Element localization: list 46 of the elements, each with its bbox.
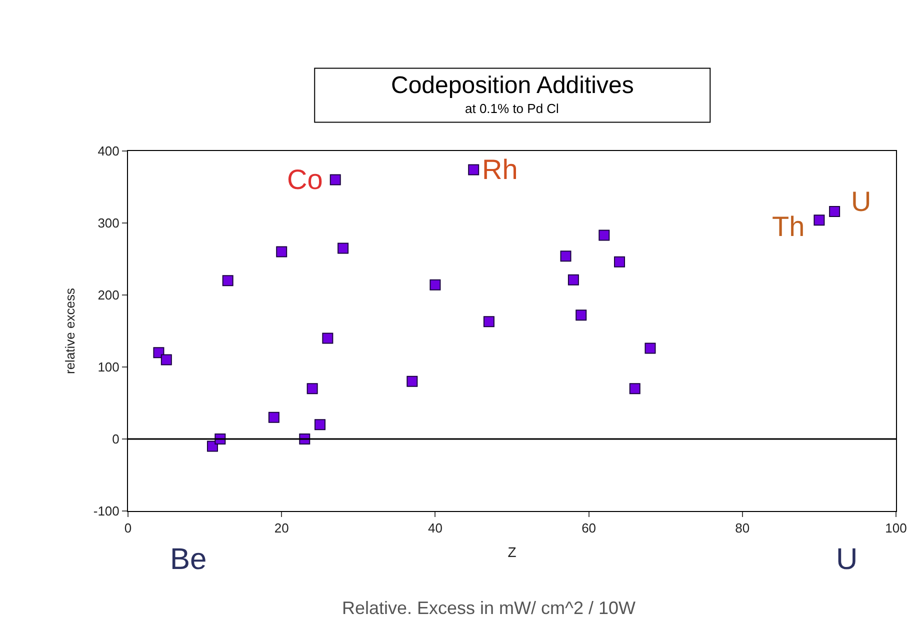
y-tick-label: -100 (93, 504, 120, 519)
point (568, 274, 579, 286)
point (644, 342, 656, 354)
point (153, 347, 164, 358)
point (306, 383, 318, 394)
point (560, 250, 572, 262)
x-tick-label: 100 (885, 520, 907, 536)
x-axis-title: Z (508, 544, 517, 560)
point (268, 412, 280, 423)
point (160, 354, 172, 366)
y-tick-label: 200 (98, 288, 120, 303)
chart-subtitle: at 0.1% to Pd Cl (465, 101, 560, 116)
point (222, 275, 234, 286)
x-tick-label: 60 (582, 520, 596, 536)
x-tick-label: 20 (274, 520, 289, 536)
point (330, 174, 341, 186)
chart-title: Codeposition Additives (391, 72, 634, 99)
text: U (836, 543, 858, 576)
annotation: Th (772, 211, 805, 242)
annotation: U (851, 186, 872, 217)
annotation: Co (287, 164, 323, 195)
point (338, 242, 349, 254)
point (276, 246, 288, 258)
point (468, 164, 480, 176)
x-tick-label: 80 (735, 520, 750, 536)
point (483, 316, 494, 328)
y-tick-label: 400 (98, 144, 120, 159)
point (576, 310, 587, 321)
x-tick-label: 40 (428, 520, 442, 536)
point (430, 279, 441, 290)
point (614, 256, 626, 268)
text: Relative. Excess in mW/ cm^2 / 10W (342, 598, 636, 618)
point (629, 383, 640, 394)
point (598, 230, 610, 241)
y-tick-label: 0 (112, 432, 120, 447)
text: Be (170, 543, 207, 576)
point (322, 332, 334, 344)
point (314, 419, 326, 430)
point (814, 214, 825, 226)
point (829, 206, 840, 217)
y-tick-label: 300 (98, 216, 120, 231)
y-tick-label: 100 (98, 360, 120, 375)
y-axis-title: relative excess (62, 288, 78, 374)
annotation: Rh (482, 154, 518, 185)
point (406, 376, 418, 387)
x-tick-label: 0 (124, 520, 132, 536)
